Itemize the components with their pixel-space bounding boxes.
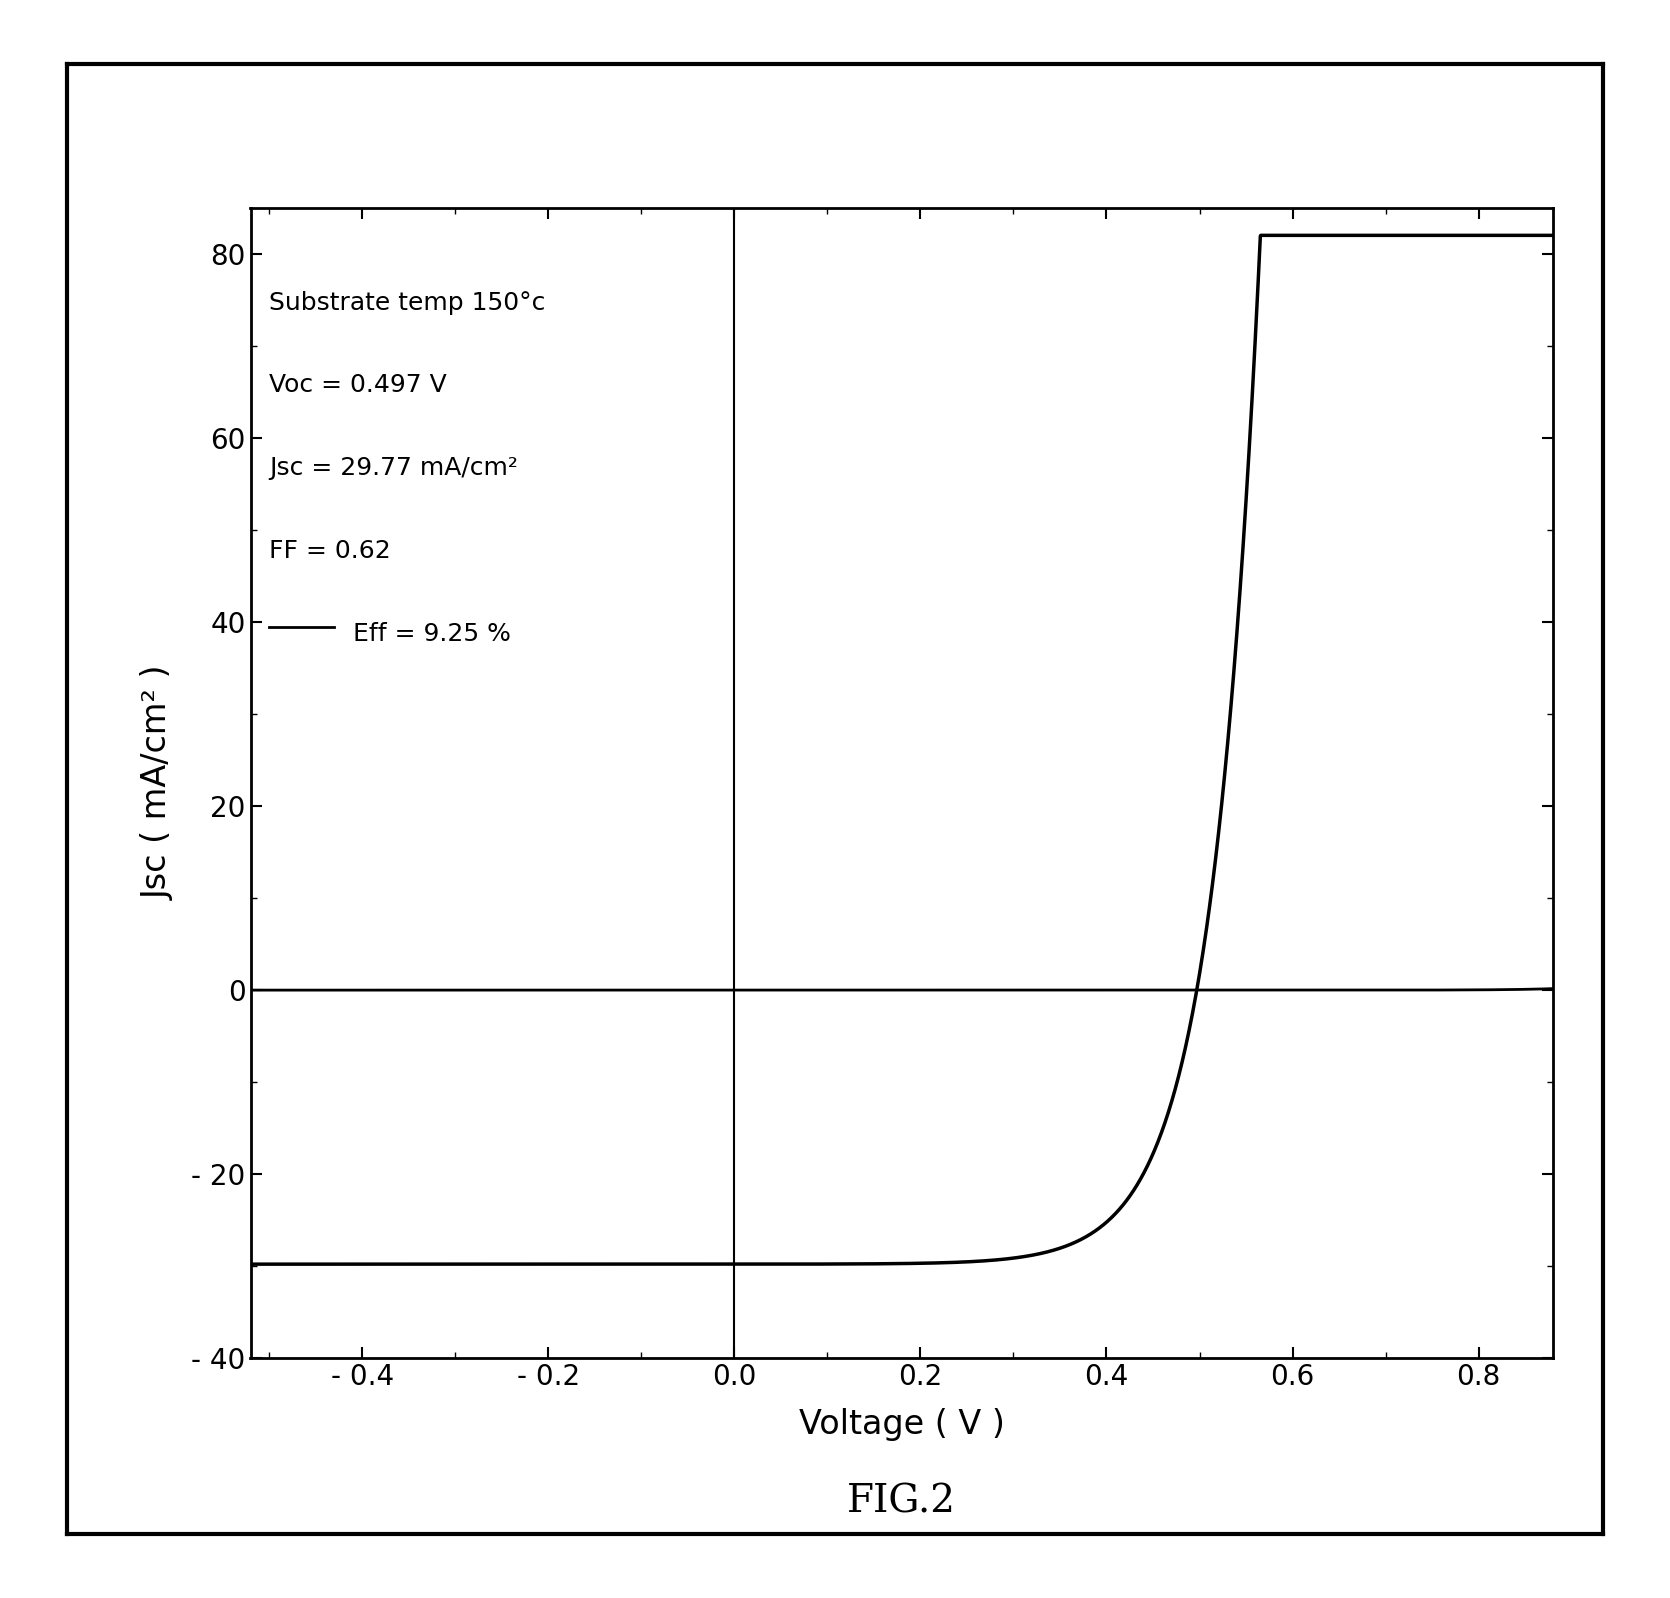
Text: Substrate temp 150°c: Substrate temp 150°c [269,291,546,315]
Y-axis label: Jsc ( mA/cm² ): Jsc ( mA/cm² ) [142,666,175,900]
Text: Voc = 0.497 V: Voc = 0.497 V [269,374,448,398]
X-axis label: Voltage ( V ): Voltage ( V ) [798,1408,1005,1441]
Text: FIG.2: FIG.2 [847,1483,957,1521]
Text: FF = 0.62: FF = 0.62 [269,539,391,562]
Text: Jsc = 29.77 mA/cm²: Jsc = 29.77 mA/cm² [269,457,518,481]
Text: Eff = 9.25 %: Eff = 9.25 % [352,622,511,646]
